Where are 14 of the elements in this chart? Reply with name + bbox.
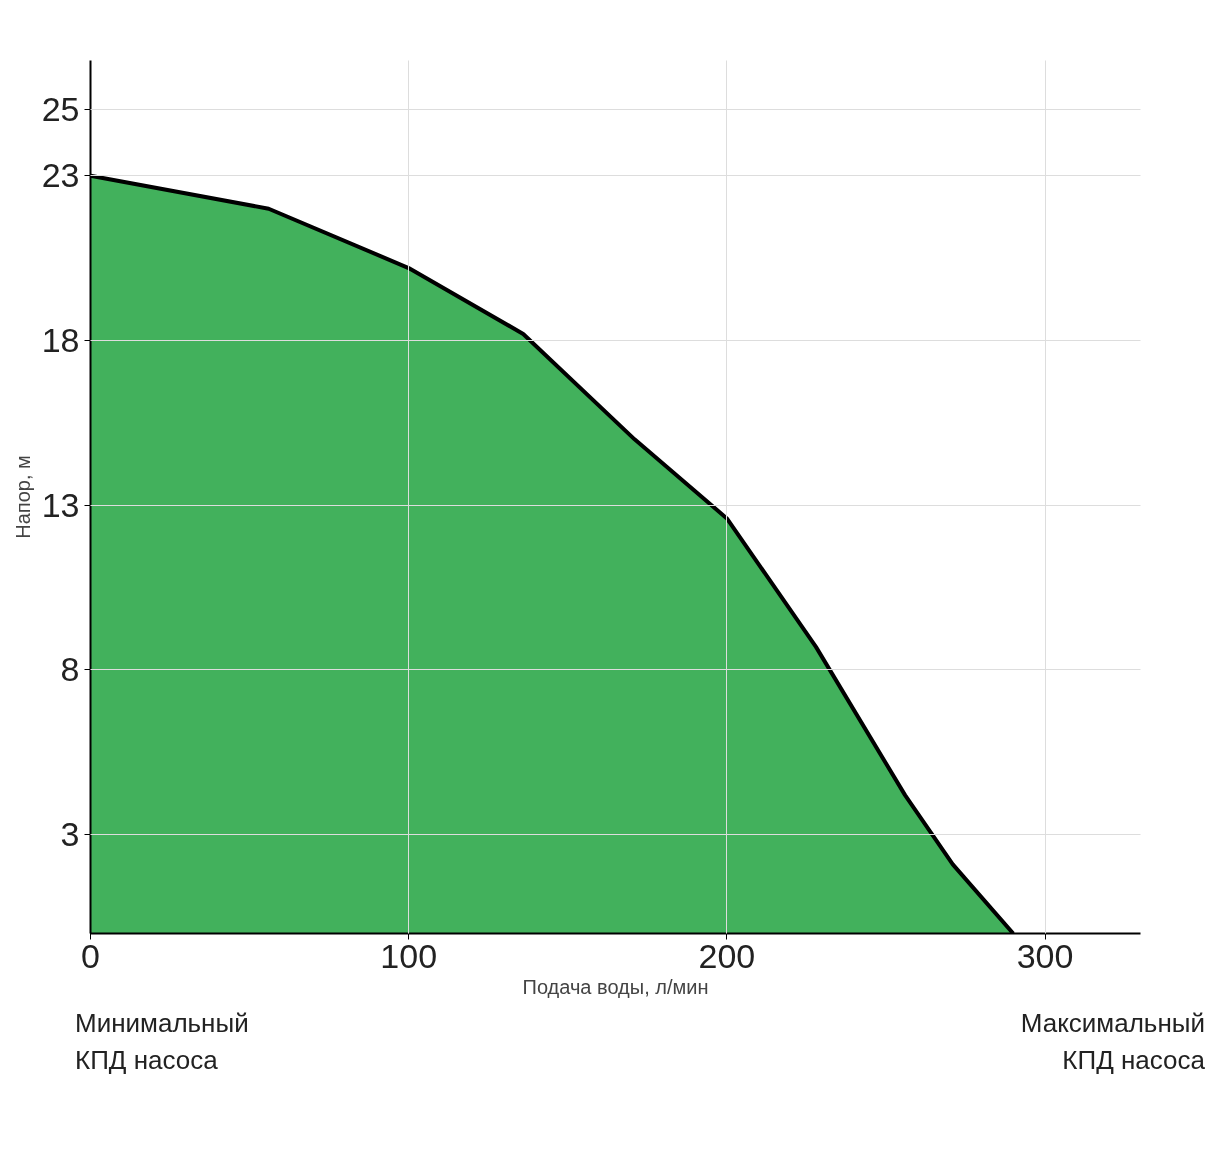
y-tick-label: 25 — [41, 90, 80, 129]
y-tick-label: 23 — [41, 156, 80, 195]
text: Минимальный КПД насоса — [75, 1007, 249, 1078]
y-tick-label: 18 — [41, 321, 80, 360]
x-tick-label: 200 — [698, 936, 756, 975]
y-tick-label: 13 — [41, 485, 80, 524]
x-tick-label: 300 — [1016, 936, 1074, 975]
y-tick-label: 3 — [60, 815, 80, 854]
y-axis-title: Напор, м — [11, 455, 34, 539]
text: Максимальный КПД насоса — [1020, 1007, 1205, 1078]
x-tick-label: 100 — [380, 936, 438, 975]
x-axis-title: Подача воды, л/мин — [522, 975, 709, 998]
x-tick-label: 0 — [81, 936, 100, 975]
y-tick-label: 8 — [60, 650, 80, 689]
